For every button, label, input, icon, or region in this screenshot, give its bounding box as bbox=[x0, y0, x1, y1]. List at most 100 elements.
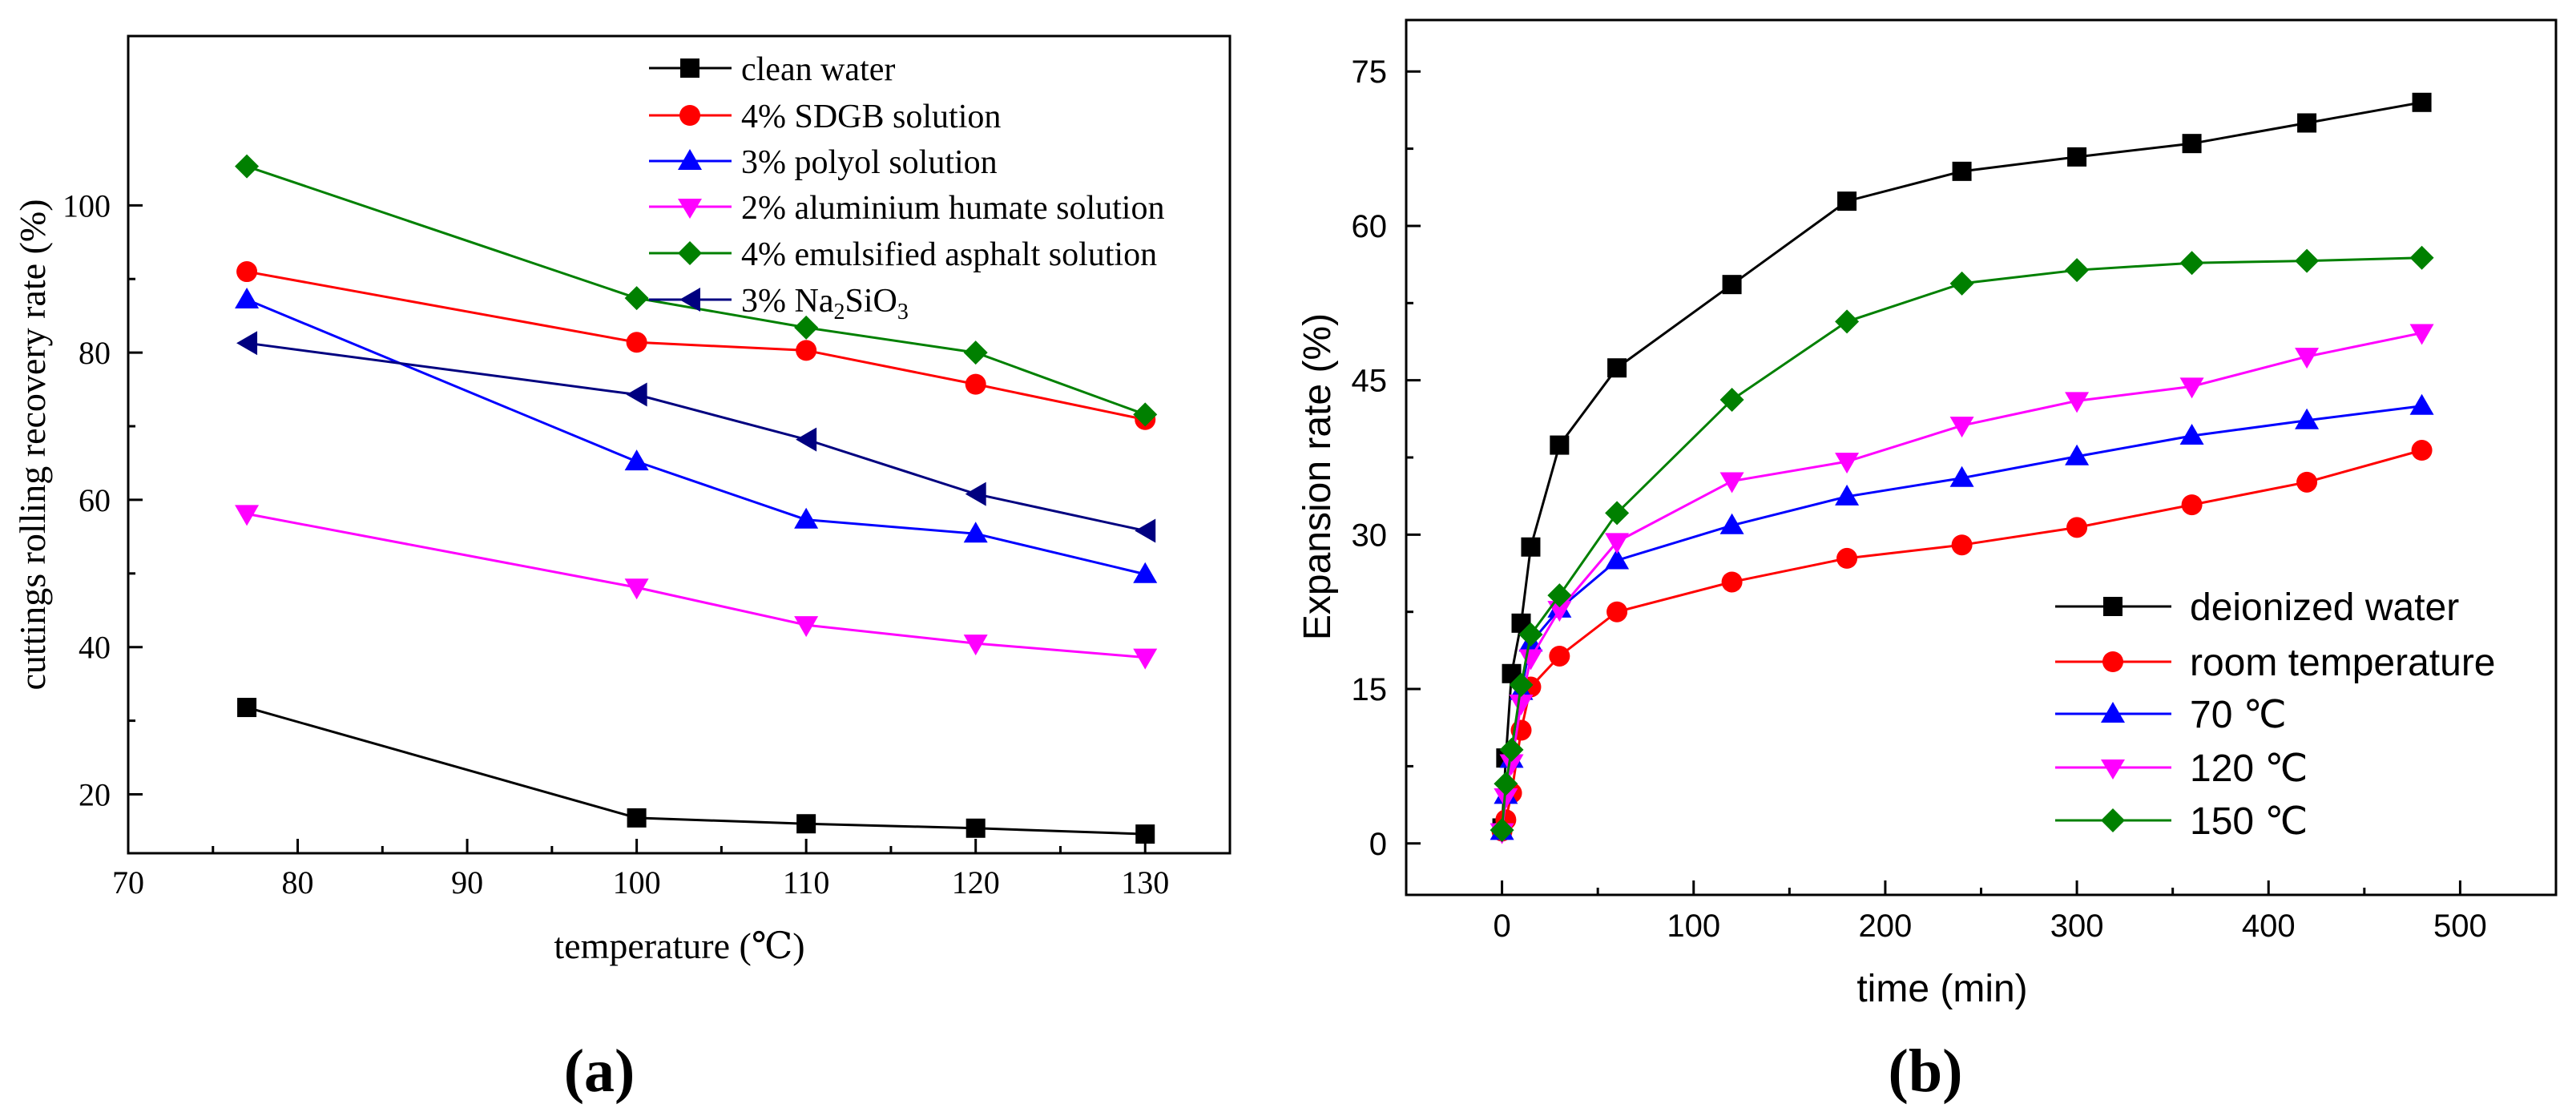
chart-b-series-3-point bbox=[1949, 417, 1974, 438]
chart-b-y-tick-label: 45 bbox=[1352, 364, 1388, 399]
chart-b-series-2-point bbox=[2179, 424, 2204, 445]
chart-b-series-3-point bbox=[1719, 472, 1744, 494]
chart-b-series-1-point bbox=[2066, 517, 2088, 538]
chart-b-series-3-point bbox=[2179, 377, 2204, 399]
chart-b-series-layer bbox=[1490, 92, 2434, 844]
chart-a-series-2-point bbox=[1133, 562, 1158, 583]
chart-b-series-1-point bbox=[2181, 494, 2203, 516]
chart-b-x-tick-label: 400 bbox=[2242, 909, 2296, 944]
chart-b-series-0-point bbox=[2412, 92, 2432, 112]
chart-a-series-0-point bbox=[965, 818, 986, 838]
chart-b-series-1-point bbox=[1606, 601, 1628, 622]
chart-b-series-3-point bbox=[1605, 533, 1630, 554]
chart-b-x-tick-label: 500 bbox=[2433, 909, 2487, 944]
chart-b-series-0-point bbox=[1952, 161, 1972, 181]
legend-a-item-clean-water: clean water bbox=[649, 51, 895, 88]
chart-a-series-5-point bbox=[626, 382, 647, 407]
chart-a-series-3-point bbox=[624, 578, 649, 600]
chart-b-series-1-point bbox=[1836, 547, 1858, 569]
chart-b-series-3-point bbox=[1494, 788, 1518, 809]
chart-a-series-0 bbox=[237, 698, 1155, 844]
chart-b-series-3-point bbox=[1835, 453, 1860, 474]
chart-b-series-0-point bbox=[1722, 275, 1742, 295]
chart-a-x-tick-label: 110 bbox=[783, 864, 830, 900]
chart-b-series-2-point bbox=[1605, 548, 1630, 570]
chart-a-x-tick-label: 90 bbox=[451, 864, 483, 900]
chart-b-panel-label: (b) bbox=[1889, 1037, 1963, 1105]
chart-b-series-3-point bbox=[2295, 348, 2320, 369]
chart-b-series-2-point bbox=[1835, 484, 1860, 506]
chart-a-series-0-point bbox=[796, 814, 816, 834]
chart-a-series-1-point bbox=[965, 373, 986, 395]
chart-a-series-0-point bbox=[627, 808, 647, 828]
chart-a-series-2-point bbox=[963, 522, 988, 543]
chart-a-series-0-point bbox=[237, 698, 257, 718]
chart-a-series-3 bbox=[235, 505, 1158, 670]
legend-b-item-70c: 70 ℃ bbox=[2055, 694, 2287, 736]
chart-a-y-tick-label: 60 bbox=[79, 482, 111, 518]
chart-b-series-4-point bbox=[1499, 737, 1524, 762]
chart-b-series-4-line bbox=[1501, 256, 2422, 831]
chart-b-x-tick-label: 100 bbox=[1667, 909, 1720, 944]
chart-a-series-4-point bbox=[1133, 402, 1158, 427]
chart-a-series-2 bbox=[235, 287, 1158, 583]
legend-b-marker-triangle-up bbox=[2101, 702, 2125, 723]
chart-a-series-1-point bbox=[796, 340, 817, 361]
chart-b-y-axis-label: Expansion rate (%) bbox=[1296, 313, 1339, 640]
legend-b-marker-square bbox=[2103, 597, 2122, 616]
legend-a-marker-triangle-left bbox=[679, 288, 700, 312]
chart-b-series-4-point bbox=[2065, 258, 2090, 283]
chart-b-series-3-point bbox=[1547, 601, 1572, 622]
legend-b-label: 120 ℃ bbox=[2190, 747, 2308, 790]
chart-a-series-4-point bbox=[963, 340, 988, 365]
chart-b-y-tick-label: 0 bbox=[1369, 827, 1387, 862]
chart-b-series-0-point bbox=[1550, 435, 1570, 455]
chart-b-series-3-point bbox=[1509, 695, 1534, 716]
legend-a-item-polyol: 3% polyol solution bbox=[649, 144, 998, 181]
chart-b-series-2-point bbox=[2409, 393, 2434, 415]
chart-b-series-0-point bbox=[1607, 358, 1627, 378]
chart-b-ticks-layer: 0 100 200 300 400 500 0 15 30 45 60 75 bbox=[1352, 54, 2487, 944]
chart-a-series-5-point bbox=[1135, 518, 1156, 543]
chart-a-series-4 bbox=[235, 154, 1158, 427]
chart-b-series-4-point bbox=[1490, 818, 1514, 843]
chart-a-series-4-point bbox=[794, 315, 819, 340]
legend-b-item-120c: 120 ℃ bbox=[2055, 747, 2308, 790]
legend-b-label: 150 ℃ bbox=[2190, 800, 2308, 843]
chart-a-y-tick-label: 100 bbox=[62, 187, 111, 224]
chart-a-series-2-point bbox=[794, 507, 819, 529]
chart-a-y-axis-label: cuttings rolling recovery rate (%) bbox=[12, 199, 53, 690]
chart-a-series-5 bbox=[236, 331, 1156, 543]
chart-a: 70 80 90 100 110 120 130 20 40 60 80 100 temperatur… bbox=[12, 34, 1232, 1105]
chart-b-series-4 bbox=[1490, 245, 2434, 843]
chart-b-series-3-point bbox=[1518, 649, 1543, 671]
chart-a-x-tick-label: 70 bbox=[112, 864, 144, 900]
chart-b-series-4-point bbox=[1605, 501, 1630, 526]
chart-a-panel-label: (a) bbox=[564, 1037, 635, 1105]
chart-a-x-axis-label: temperature (℃) bbox=[554, 925, 804, 966]
chart-b-series-4-point bbox=[2295, 248, 2320, 273]
legend-a-marker-square bbox=[680, 58, 699, 78]
legend-a-label: 3% Na2SiO3 bbox=[741, 283, 909, 324]
chart-a-series-2-point bbox=[624, 449, 649, 471]
chart-b-series-4-point bbox=[2179, 251, 2204, 276]
chart-b-x-axis-label: time (min) bbox=[1856, 968, 2027, 1010]
legend-b-marker-diamond bbox=[2101, 808, 2125, 832]
chart-b-series-1-point bbox=[1549, 645, 1570, 667]
chart-b-y-tick-label: 60 bbox=[1352, 209, 1388, 244]
chart-b-series-2-point bbox=[2065, 444, 2090, 465]
chart-b-series-2-point bbox=[1949, 465, 1974, 487]
legend-a-marker-circle bbox=[679, 105, 700, 126]
legend-b-item-150c: 150 ℃ bbox=[2055, 800, 2308, 843]
chart-a-ticks-layer: 70 80 90 100 110 120 130 20 40 60 80 100 bbox=[62, 187, 1169, 900]
chart-a-x-tick-label: 100 bbox=[613, 864, 661, 900]
legend-a-label: 4% emulsified asphalt solution bbox=[741, 236, 1157, 273]
legend-a-marker-triangle-up bbox=[678, 149, 702, 170]
chart-b-series-3-point bbox=[1499, 754, 1524, 776]
chart-b-x-tick-label: 300 bbox=[2050, 909, 2104, 944]
chart-b-series-0-point bbox=[2297, 113, 2317, 133]
chart-a-series-5-point bbox=[796, 427, 817, 452]
chart-a-series-3-point bbox=[963, 635, 988, 656]
chart-a-series-5-point bbox=[236, 331, 258, 356]
chart-b-series-0-point bbox=[1521, 537, 1541, 557]
